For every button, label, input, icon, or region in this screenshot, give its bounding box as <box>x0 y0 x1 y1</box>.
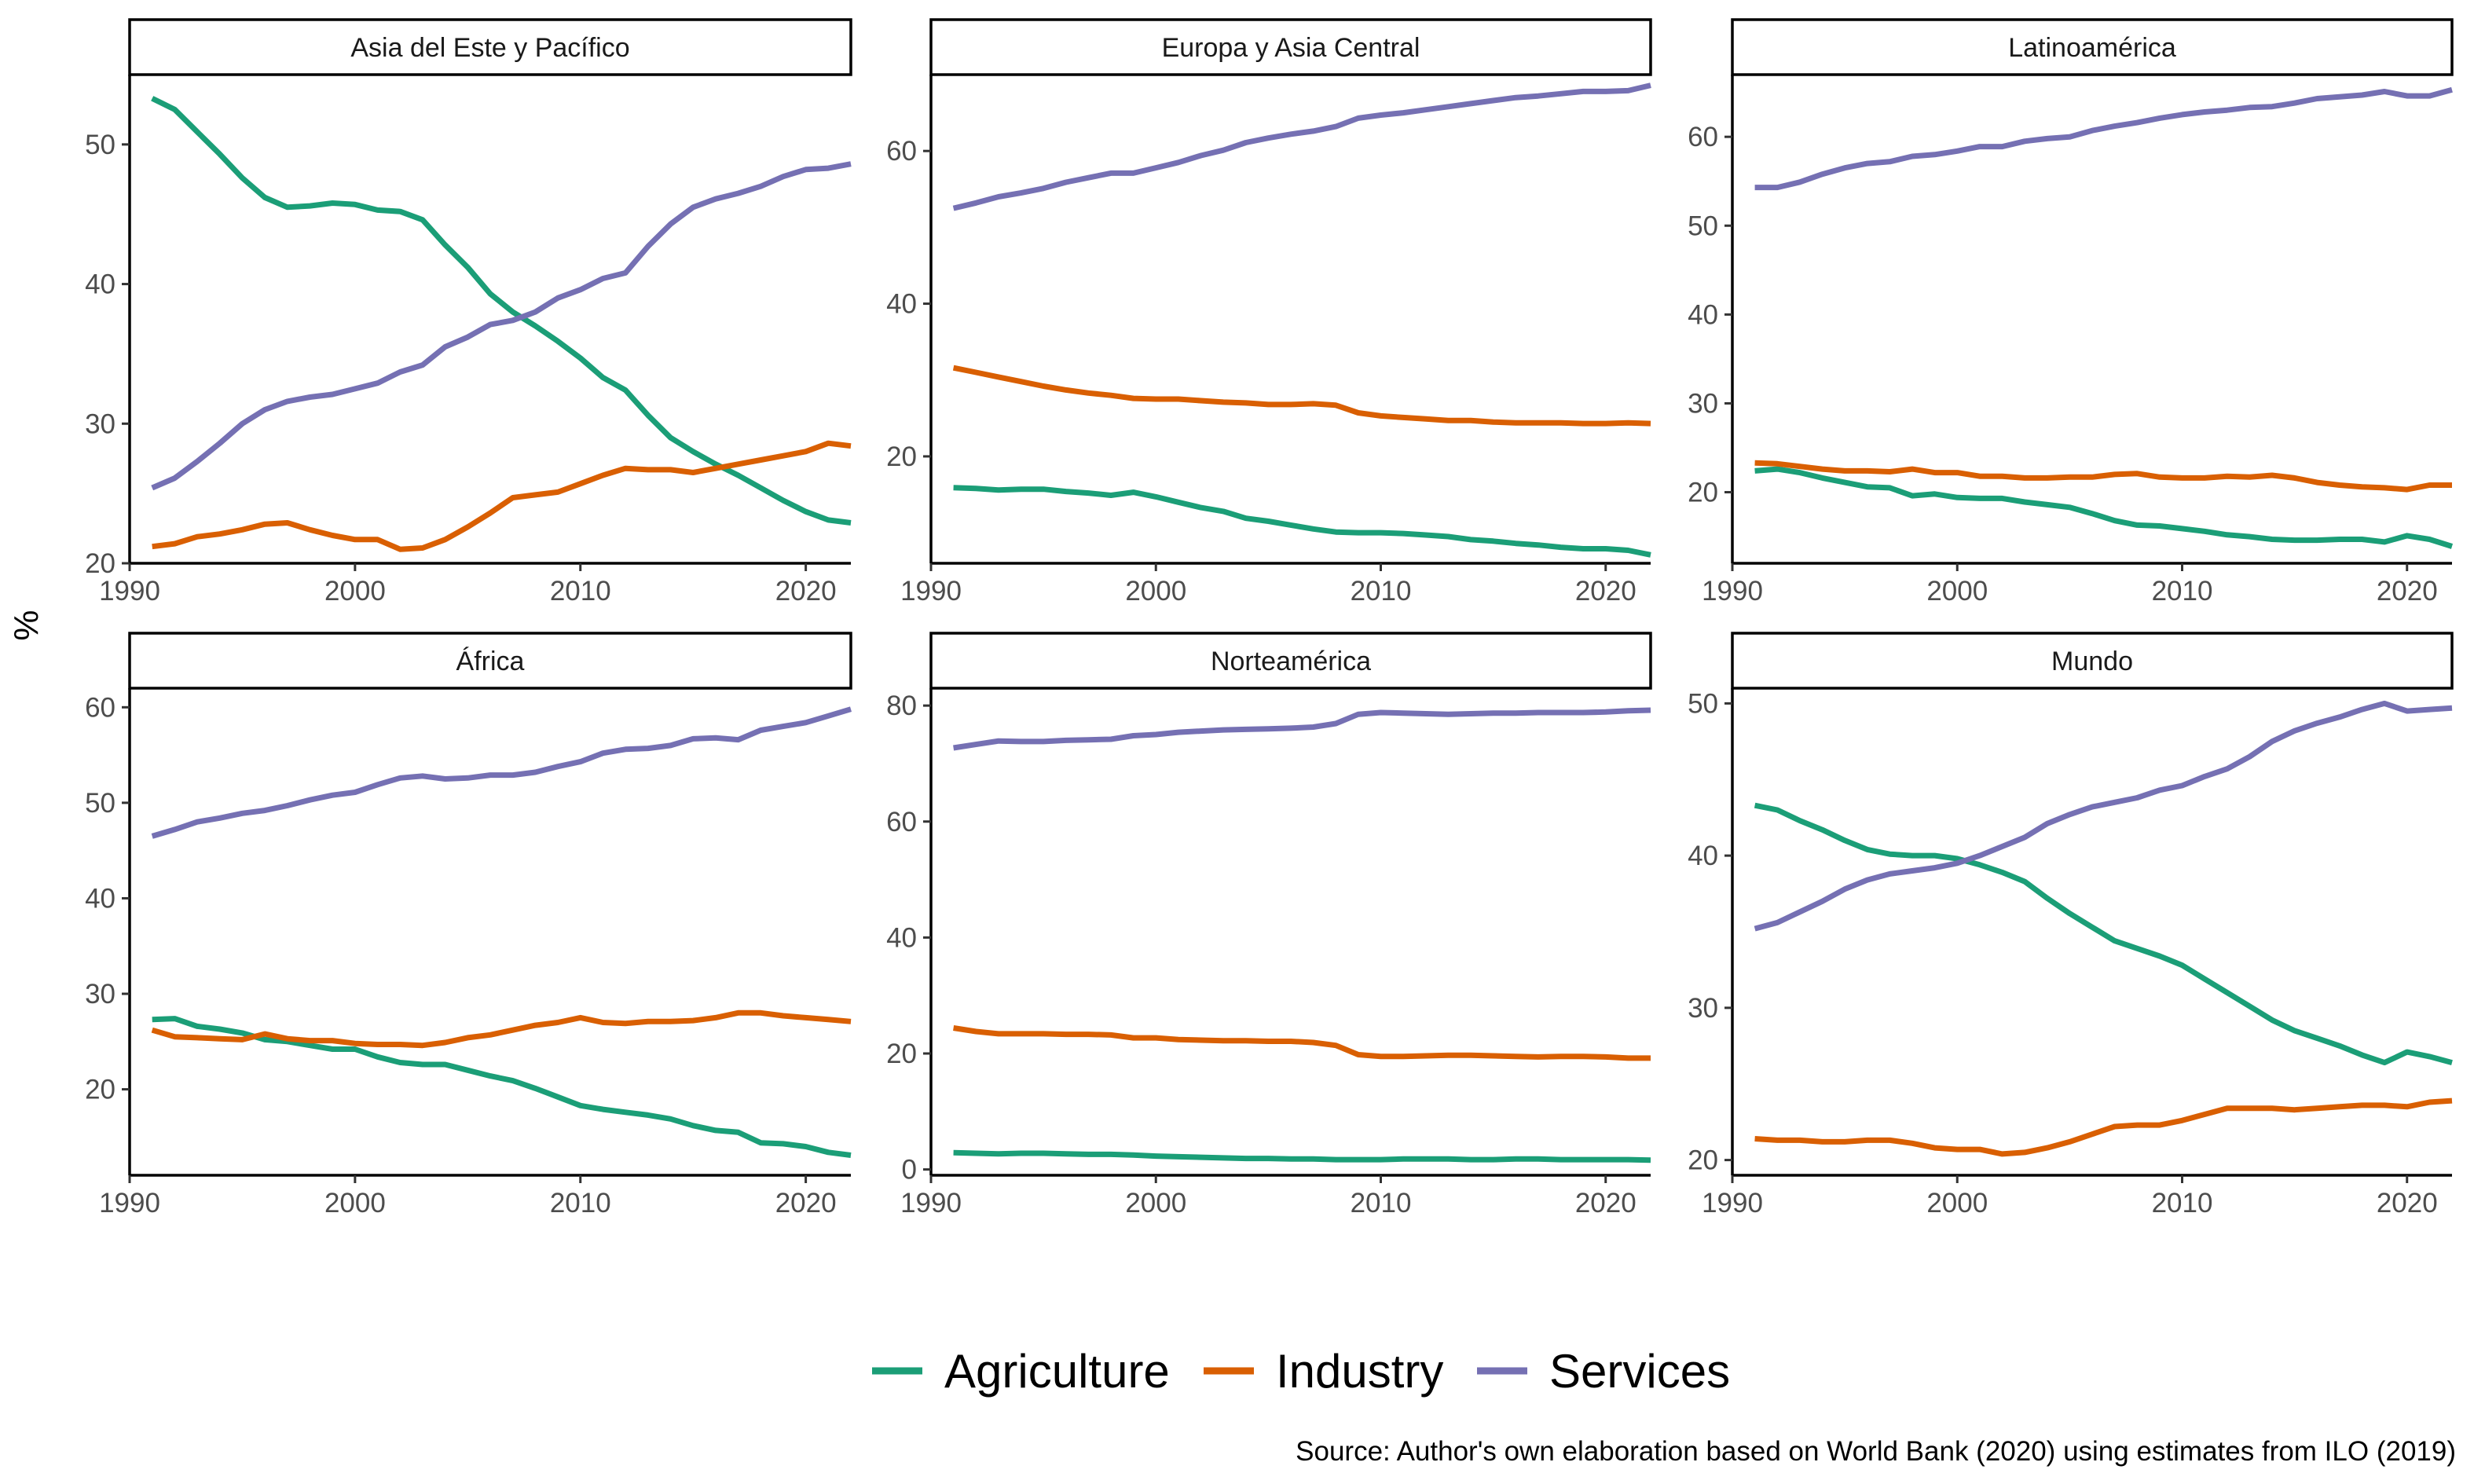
series-line-industry <box>953 1025 1651 1061</box>
series-line-industry <box>151 1009 852 1049</box>
series-line-services <box>151 706 852 839</box>
y-tick-label: 50 <box>85 788 115 819</box>
x-tick-label: 2010 <box>1351 1188 1412 1218</box>
y-tick-label: 50 <box>1688 211 1718 241</box>
y-tick-label: 20 <box>886 1039 917 1069</box>
x-tick-label: 2010 <box>2152 576 2213 606</box>
series-line-services <box>1754 700 2453 932</box>
panel-mundo: Mundo 20 30 40 50 1990 2000 2010 2020 <box>1688 632 2454 1218</box>
y-tick-label: 40 <box>886 289 917 320</box>
series-line-agriculture <box>953 1149 1651 1163</box>
facet-strip <box>1731 632 2454 690</box>
y-tick-label: 60 <box>886 136 917 167</box>
legend-label: Industry <box>1276 1345 1443 1398</box>
y-tick-label: 80 <box>886 691 917 721</box>
y-tick-label: 40 <box>1688 841 1718 871</box>
y-tick-label: 30 <box>1688 388 1718 419</box>
panel-europa-y-asia-central: Europa y Asia Central 20 40 60 1990 2000 2010 2… <box>886 18 1652 606</box>
x-tick-label: 2020 <box>1575 1188 1637 1218</box>
x-tick-label: 2010 <box>550 1188 611 1218</box>
series-line-agriculture <box>1754 802 2453 1066</box>
y-tick-label: 40 <box>886 922 917 953</box>
y-tick-label: 20 <box>85 1075 115 1105</box>
legend-label: Services <box>1549 1345 1730 1398</box>
series-line-services <box>952 82 1651 211</box>
facet-title: África <box>456 647 525 676</box>
source-caption: Source: Author's own elaboration based o… <box>1296 1436 2456 1467</box>
panel-latinoamerica: Latinoamérica 20 30 40 50 60 1990 2000 2010 2020 <box>1688 18 2454 606</box>
facet-title: Latinoamérica <box>2008 33 2176 63</box>
y-tick-label: 30 <box>1688 993 1718 1024</box>
y-tick-label: 50 <box>85 130 115 160</box>
series-line-agriculture <box>151 96 852 526</box>
x-tick-label: 1990 <box>900 1188 962 1218</box>
y-tick-label: 30 <box>85 979 115 1009</box>
x-tick-label: 2010 <box>2152 1188 2213 1218</box>
x-tick-label: 1990 <box>1702 1188 1763 1218</box>
series-line-industry <box>952 365 1651 427</box>
x-tick-label: 2020 <box>1575 576 1637 606</box>
facet-title: Mundo <box>2051 647 2133 676</box>
panels: Asia del Este y Pacífico 20 30 40 50 1990 2000… <box>85 18 2454 1218</box>
y-tick-label: 40 <box>1688 299 1718 330</box>
x-tick-label: 2000 <box>324 1188 386 1218</box>
facet-strip <box>128 18 852 76</box>
x-tick-label: 2020 <box>775 576 837 606</box>
x-tick-label: 2020 <box>775 1188 837 1218</box>
facet-strip <box>929 632 1652 690</box>
facet-title: Norteamérica <box>1211 647 1371 676</box>
series-line-agriculture <box>1754 466 2454 549</box>
facet-title: Europa y Asia Central <box>1162 33 1420 63</box>
x-tick-label: 1990 <box>99 576 160 606</box>
series-line-agriculture <box>152 1016 852 1158</box>
x-tick-label: 1990 <box>1702 576 1763 606</box>
y-tick-label: 60 <box>85 692 115 723</box>
y-tick-label: 60 <box>1688 122 1718 152</box>
series-line-industry <box>152 440 852 552</box>
series-line-agriculture <box>953 485 1651 558</box>
y-tick-label: 20 <box>1688 1145 1718 1176</box>
panel-africa: África 20 30 40 50 60 1990 2000 2010 2020 <box>85 632 852 1218</box>
x-tick-label: 2000 <box>1125 576 1186 606</box>
y-tick-label: 60 <box>886 807 917 837</box>
y-tick-label: 40 <box>85 269 115 300</box>
panel-asia-del-este-y-pacifico: Asia del Este y Pacífico 20 30 40 50 1990 2000… <box>85 18 852 606</box>
y-tick-label: 20 <box>1688 478 1718 508</box>
x-tick-label: 2010 <box>1351 576 1412 606</box>
legend-label: Agriculture <box>944 1345 1170 1398</box>
x-tick-label: 1990 <box>99 1188 160 1218</box>
facet-strip <box>128 632 852 690</box>
series-line-services <box>1754 86 2453 191</box>
x-tick-label: 2020 <box>2377 576 2438 606</box>
series-line-services <box>953 707 1651 751</box>
y-tick-label: 20 <box>85 548 115 579</box>
x-tick-label: 2020 <box>2377 1188 2438 1218</box>
facet-strip <box>929 18 1652 76</box>
x-tick-label: 2000 <box>1926 1188 1988 1218</box>
x-tick-label: 2010 <box>550 576 611 606</box>
series-line-industry <box>1754 1097 2453 1157</box>
facet-title: Asia del Este y Pacífico <box>350 33 629 63</box>
y-tick-label: 0 <box>902 1155 917 1185</box>
legend-item-services: Services <box>1477 1345 1730 1398</box>
y-tick-label: 50 <box>1688 688 1718 719</box>
x-tick-label: 1990 <box>900 576 962 606</box>
legend: Agriculture Industry Services <box>872 1345 1730 1398</box>
panel-norteamerica: Norteamérica 0 20 40 60 80 1990 2000 2010 2020 <box>886 632 1652 1218</box>
facet-strip <box>1731 18 2454 76</box>
y-axis-title: % <box>7 610 46 640</box>
series-line-industry <box>1754 460 2452 493</box>
legend-item-industry: Industry <box>1204 1345 1443 1398</box>
x-tick-label: 2000 <box>1125 1188 1186 1218</box>
x-tick-label: 2000 <box>324 576 386 606</box>
y-tick-label: 30 <box>85 409 115 439</box>
y-tick-label: 40 <box>85 883 115 914</box>
x-tick-label: 2000 <box>1926 576 1988 606</box>
series-line-services <box>151 161 852 491</box>
legend-item-agriculture: Agriculture <box>872 1345 1170 1398</box>
y-tick-label: 20 <box>886 442 917 472</box>
